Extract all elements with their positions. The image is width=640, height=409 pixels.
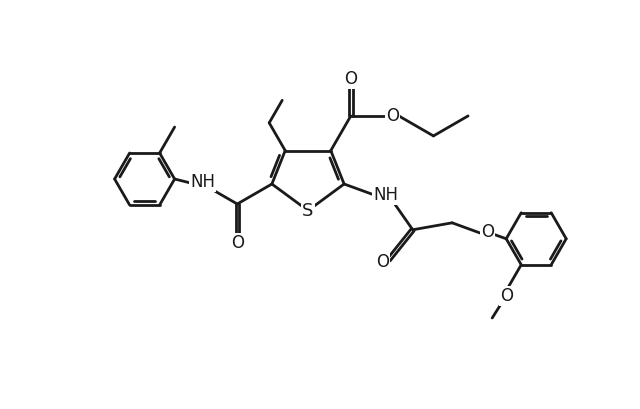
Text: O: O	[376, 253, 389, 271]
Text: S: S	[302, 202, 314, 220]
Text: O: O	[231, 234, 244, 252]
Text: O: O	[344, 70, 357, 88]
Text: NH: NH	[190, 173, 215, 191]
Text: O: O	[387, 107, 399, 125]
Text: NH: NH	[373, 186, 398, 204]
Text: O: O	[500, 287, 513, 305]
Text: O: O	[481, 223, 493, 241]
